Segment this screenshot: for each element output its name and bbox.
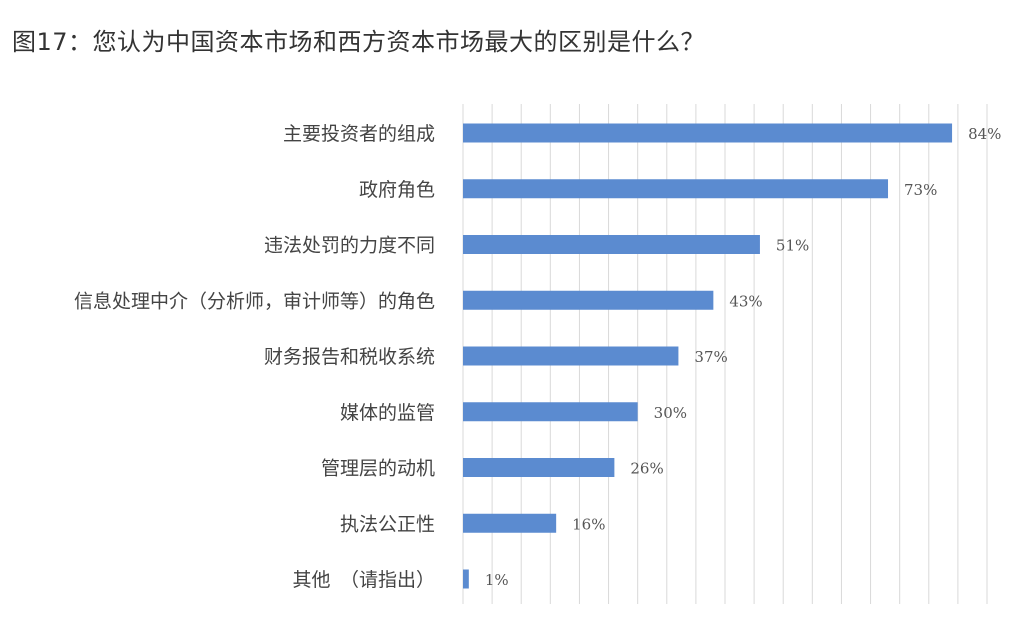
bar xyxy=(463,290,714,310)
value-label: 51% xyxy=(776,237,809,255)
category-labels: 主要投资者的组成政府角色违法处罚的力度不同信息处理中介（分析师，审计师等）的角色… xyxy=(74,123,435,591)
bar xyxy=(463,569,469,589)
category-label: 其他 （请指出） xyxy=(292,569,435,591)
bar xyxy=(463,513,557,533)
value-label: 37% xyxy=(694,348,727,366)
value-label: 73% xyxy=(904,181,937,199)
category-label: 政府角色 xyxy=(359,179,435,201)
bar xyxy=(463,179,889,199)
value-label: 30% xyxy=(654,404,687,422)
category-label: 管理层的动机 xyxy=(321,458,435,480)
chart-title: 图17：您认为中国资本市场和西方资本市场最大的区别是什么？ xyxy=(12,28,706,56)
bar xyxy=(463,346,679,366)
value-label: 26% xyxy=(630,460,663,478)
bar xyxy=(463,402,638,422)
bar xyxy=(463,123,953,143)
value-label: 1% xyxy=(485,571,509,589)
bars xyxy=(463,123,953,589)
value-labels: 84% 73% 51% 43% 37% 30% 26% 16% 1% xyxy=(485,125,1002,589)
category-label: 信息处理中介（分析师，审计师等）的角色 xyxy=(74,290,435,312)
category-label: 主要投资者的组成 xyxy=(283,123,435,145)
bar xyxy=(463,235,760,254)
category-label: 财务报告和税收系统 xyxy=(264,346,435,368)
value-label: 16% xyxy=(572,515,605,533)
value-label: 43% xyxy=(729,292,762,310)
value-label: 84% xyxy=(968,125,1001,143)
bar xyxy=(463,458,615,477)
category-label: 媒体的监管 xyxy=(340,402,435,424)
category-label: 执法公正性 xyxy=(340,513,435,535)
category-label: 违法处罚的力度不同 xyxy=(264,235,435,257)
